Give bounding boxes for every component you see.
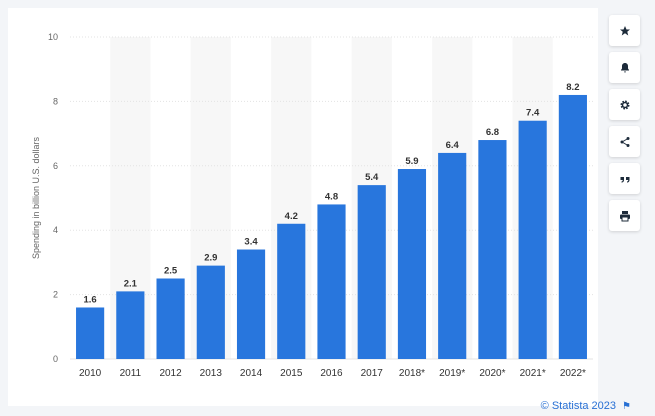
cite-button[interactable] bbox=[609, 163, 640, 194]
y-axis-label: Spending in billion U.S. dollars bbox=[31, 136, 41, 259]
bar bbox=[478, 140, 507, 359]
bar bbox=[558, 94, 587, 360]
favorite-button[interactable] bbox=[609, 15, 640, 46]
bar-value-label: 4.2 bbox=[285, 211, 298, 222]
x-tick-label: 2016 bbox=[320, 368, 343, 379]
share-icon bbox=[620, 136, 629, 147]
x-tick-label: 2012 bbox=[159, 368, 182, 379]
bar bbox=[397, 169, 427, 359]
bar bbox=[236, 249, 266, 359]
flag-icon: ⚑ bbox=[622, 400, 631, 412]
x-tick-label: 2013 bbox=[200, 368, 223, 379]
share-button[interactable] bbox=[609, 126, 640, 157]
bar-value-label: 2.1 bbox=[124, 278, 138, 289]
bar bbox=[76, 307, 105, 359]
y-tick-label: 10 bbox=[48, 32, 58, 42]
settings-button[interactable] bbox=[609, 89, 640, 120]
bar-value-label: 2.5 bbox=[164, 266, 178, 277]
credit-text: © Statista 2023 bbox=[540, 400, 617, 412]
statista-credit[interactable]: © Statista 2023 ⚑ bbox=[541, 400, 631, 412]
gear-icon bbox=[620, 100, 629, 109]
x-tick-label: 2021* bbox=[520, 368, 546, 379]
bar bbox=[438, 152, 467, 359]
bar-value-label: 1.6 bbox=[84, 294, 97, 305]
quote-icon bbox=[620, 176, 629, 182]
x-tick-label: 2019* bbox=[439, 368, 465, 379]
bar bbox=[156, 278, 185, 359]
bar-value-label: 2.9 bbox=[204, 253, 217, 264]
bar-value-label: 6.8 bbox=[486, 127, 499, 138]
bar-value-label: 4.8 bbox=[325, 191, 338, 202]
bar-value-label: 7.4 bbox=[526, 108, 540, 119]
x-tick-label: 2015 bbox=[280, 368, 303, 379]
print-icon bbox=[619, 210, 630, 221]
x-tick-label: 2010 bbox=[79, 368, 102, 379]
y-tick-label: 4 bbox=[53, 225, 58, 235]
y-tick-label: 0 bbox=[53, 354, 58, 364]
bar bbox=[317, 204, 346, 359]
y-tick-label: 8 bbox=[53, 96, 58, 106]
bar bbox=[116, 291, 145, 359]
y-tick-label: 2 bbox=[53, 290, 58, 300]
bar bbox=[357, 185, 386, 359]
bar-value-label: 8.2 bbox=[566, 82, 579, 93]
x-tick-label: 2020* bbox=[479, 368, 505, 379]
bar-value-label: 5.4 bbox=[365, 172, 379, 183]
bar-value-label: 5.9 bbox=[405, 156, 418, 167]
bar bbox=[196, 265, 225, 359]
bar-chart: 0 2 4 6 8 10 Spending in billion U.S. dollars 1… bbox=[31, 32, 593, 379]
y-tick-label: 6 bbox=[53, 161, 58, 171]
chart-card: 0 2 4 6 8 10 Spending in billion U.S. dollars 1… bbox=[8, 8, 598, 406]
bar bbox=[277, 223, 306, 359]
star-icon bbox=[619, 25, 630, 35]
bell-icon bbox=[620, 62, 629, 72]
chart-toolbar bbox=[609, 15, 641, 237]
print-button[interactable] bbox=[609, 200, 640, 231]
notification-button[interactable] bbox=[609, 52, 640, 83]
x-tick-label: 2017 bbox=[361, 368, 384, 379]
x-tick-label: 2022* bbox=[560, 368, 586, 379]
bar-value-label: 3.4 bbox=[244, 237, 258, 248]
x-tick-label: 2011 bbox=[120, 368, 142, 379]
bar-value-label: 6.4 bbox=[446, 140, 460, 151]
bar bbox=[518, 120, 547, 359]
x-tick-label: 2014 bbox=[240, 368, 263, 379]
x-tick-label: 2018* bbox=[399, 368, 425, 379]
